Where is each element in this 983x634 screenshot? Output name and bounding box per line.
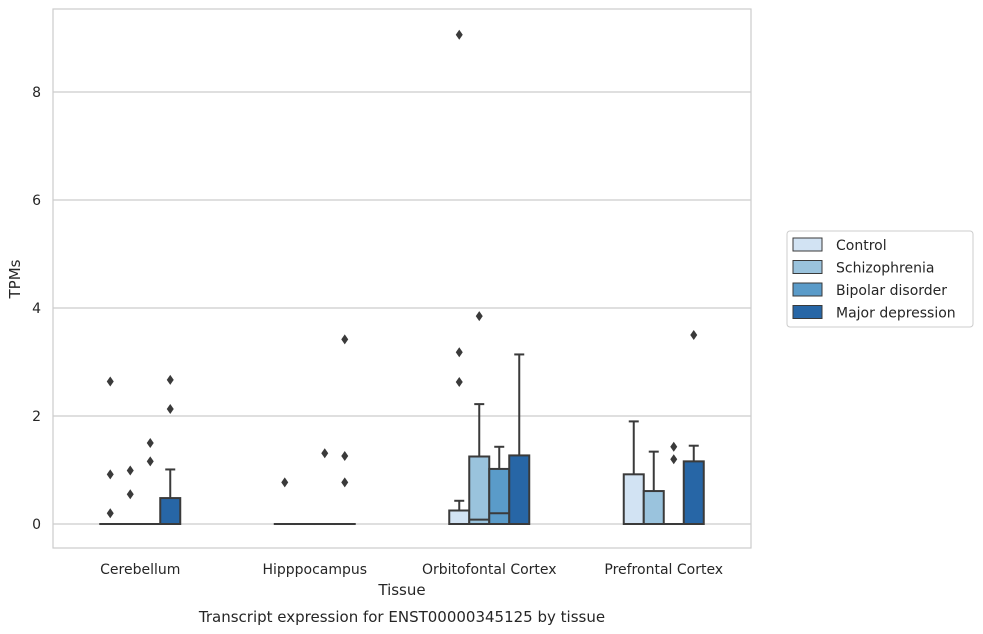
y-axis-ticks: 0 2 4 6 8 <box>32 85 41 533</box>
x-tick-label: Cerebellum <box>100 562 180 578</box>
outlier-point <box>321 448 329 459</box>
x-tick-label: Orbitofontal Cortex <box>422 562 557 578</box>
legend-label: Bipolar disorder <box>836 283 947 299</box>
box-bipolar-disorder-1 <box>313 448 336 526</box>
outlier-point <box>475 311 483 322</box>
box-schizophrenia-3 <box>642 450 665 525</box>
box-body <box>468 455 491 525</box>
outlier-point <box>126 465 134 476</box>
outlier-point <box>106 508 114 519</box>
legend-label: Major depression <box>836 306 956 322</box>
legend: Control Schizophrenia Bipolar disorder Majo… <box>786 230 974 328</box>
outlier-point <box>670 454 678 465</box>
box-control-2 <box>448 29 471 525</box>
outlier-point <box>281 477 289 488</box>
legend-swatch <box>792 237 823 252</box>
outlier-point <box>106 469 114 480</box>
legend-label: Schizophrenia <box>836 261 934 277</box>
box-control-0 <box>99 376 122 526</box>
outlier-point <box>341 450 349 461</box>
outlier-point <box>166 374 174 385</box>
outlier-point <box>455 376 463 387</box>
box-major-depression-0 <box>159 374 182 525</box>
outlier-point <box>126 489 134 500</box>
outlier-point <box>166 403 174 414</box>
outlier-point <box>455 347 463 358</box>
y-tick-label: 0 <box>32 517 41 533</box>
y-tick-label: 4 <box>32 301 41 317</box>
y-axis-title: TPMs <box>6 259 24 299</box>
box-major-depression-1 <box>333 334 356 526</box>
box-series <box>99 29 705 526</box>
box-body <box>642 490 665 525</box>
box-bipolar-disorder-0 <box>139 438 162 526</box>
x-tick-label: Prefrontal Cortex <box>604 562 723 578</box>
box-body <box>488 467 511 526</box>
figure-caption: Transcript expression for ENST0000034512… <box>198 608 605 626</box>
box-body <box>508 454 531 526</box>
legend-swatch <box>792 260 823 274</box>
outlier-point <box>455 29 463 40</box>
box-schizophrenia-0 <box>119 465 142 526</box>
x-tick-label: Hipppocampus <box>262 562 367 578</box>
legend-frame <box>786 230 974 328</box>
outlier-point <box>106 376 114 387</box>
box-schizophrenia-2 <box>468 311 491 525</box>
box-major-depression-2 <box>508 353 531 526</box>
legend-label: Control <box>836 238 887 254</box>
box-body <box>682 460 705 525</box>
y-tick-label: 2 <box>32 409 41 425</box>
y-tick-label: 8 <box>32 85 41 101</box>
outlier-point <box>146 438 154 448</box>
box-body <box>448 509 471 525</box>
box-body <box>622 473 645 526</box>
outlier-point <box>146 456 154 467</box>
x-axis-title: Tissue <box>377 581 425 599</box>
outlier-point <box>341 334 349 345</box>
legend-swatch <box>792 282 823 297</box>
plot-area <box>52 8 752 549</box>
box-major-depression-3 <box>682 330 705 525</box>
box-control-3 <box>622 420 645 526</box>
box-body <box>159 497 182 525</box>
legend-swatch <box>792 305 823 319</box>
outlier-point <box>341 477 349 488</box>
x-axis-ticks: Cerebellum Hipppocampus Orbitofontal Corte… <box>100 562 723 578</box>
y-tick-label: 6 <box>32 193 41 209</box>
outlier-point <box>670 441 678 452</box>
outlier-point <box>690 330 698 340</box>
